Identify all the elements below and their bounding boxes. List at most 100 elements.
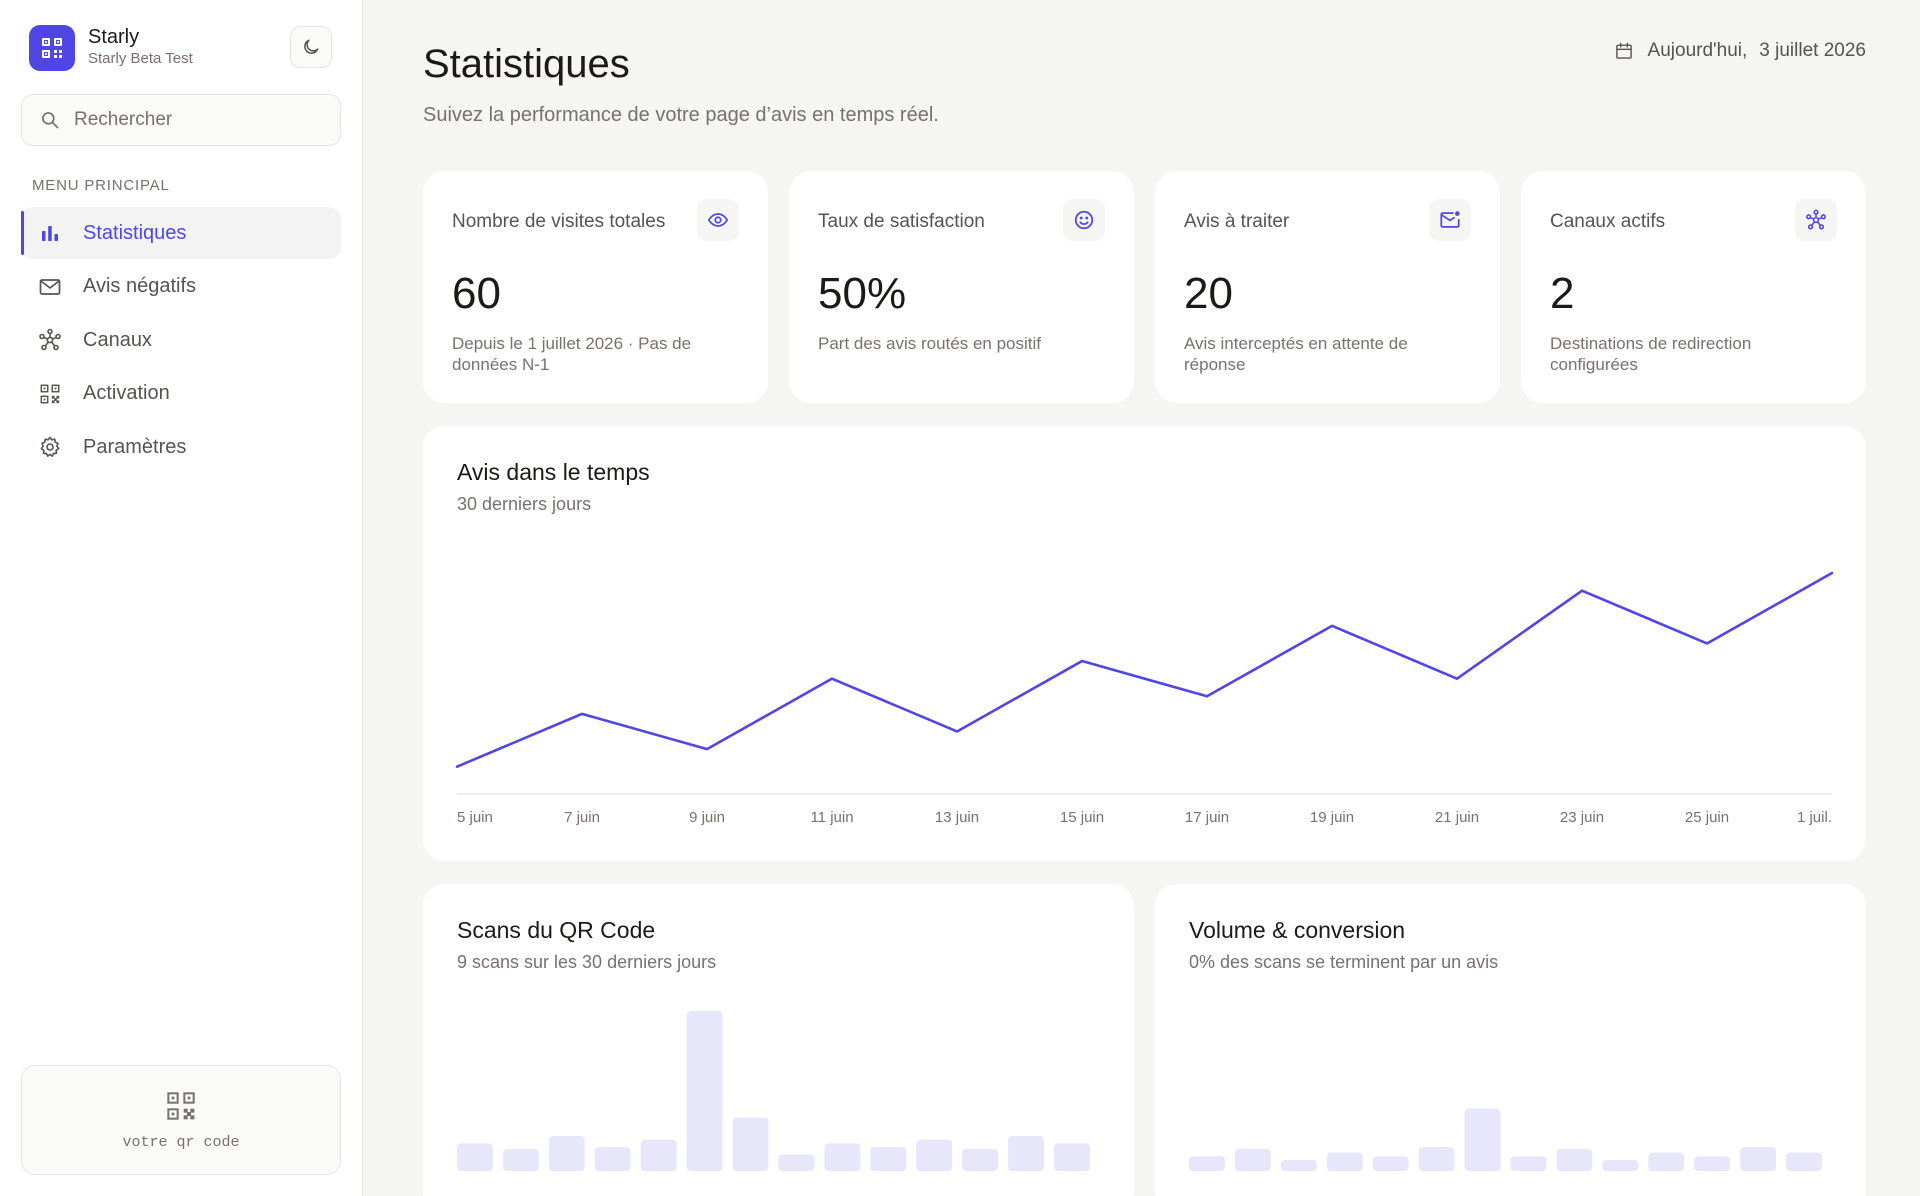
bar[interactable] — [686, 1010, 723, 1171]
smile-icon — [1063, 199, 1105, 241]
bar[interactable] — [962, 1148, 999, 1171]
bar[interactable] — [1189, 1156, 1225, 1171]
chart-title: Scans du QR Code — [457, 917, 656, 943]
kpi-description: Depuis le 1 juillet 2026 · Pas de donnée… — [452, 334, 692, 374]
qr-scans-card: Scans du QR Code 9 scans sur les 30 dern… — [423, 884, 1134, 1196]
bar[interactable] — [1786, 1152, 1822, 1171]
sidebar-nav: Statistiques Avis négatifs Canaux Activa… — [21, 207, 341, 475]
x-tick-label: 19 juin — [1310, 809, 1354, 826]
qr-code-card[interactable]: votre qr code — [21, 1065, 341, 1175]
x-tick-label: 7 juin — [564, 809, 600, 826]
sidebar-item-activation[interactable]: Activation — [21, 368, 341, 420]
kpi-description: Part des avis routés en positif — [818, 334, 1042, 353]
bar[interactable] — [732, 1117, 769, 1171]
line-chart-card: Avis dans le temps 30 derniers jours 5 j… — [423, 426, 1866, 861]
bar[interactable] — [1280, 1159, 1317, 1171]
bar[interactable] — [870, 1147, 907, 1171]
series-line — [455, 571, 1834, 768]
workspace-name: Starly Beta Test — [88, 50, 193, 67]
kpi-value: 60 — [452, 269, 501, 318]
sidebar-item-statistiques[interactable]: Statistiques — [21, 207, 341, 259]
bar[interactable] — [1008, 1136, 1044, 1171]
bar[interactable] — [1464, 1108, 1501, 1171]
bar[interactable] — [457, 1143, 493, 1171]
qr-code-icon — [167, 1091, 195, 1120]
kpi-value: 2 — [1550, 269, 1575, 318]
bar[interactable] — [1602, 1159, 1639, 1171]
qr-code-icon — [42, 38, 62, 58]
kpi-card-pending: Avis à traiter 20 Avis interceptés en at… — [1155, 171, 1500, 403]
x-tick-label: 15 juin — [1060, 809, 1104, 826]
date-display: Aujourd'hui, 3 juillet 2026 — [1614, 40, 1866, 62]
kpi-label: Taux de satisfaction — [818, 211, 985, 232]
menu-section-label: MENU PRINCIPAL — [32, 177, 170, 194]
kpi-label: Avis à traiter — [1184, 211, 1290, 232]
qr-code-icon — [37, 381, 63, 407]
search-icon — [42, 112, 59, 129]
kpi-card-satisfaction: Taux de satisfaction 50% Part des avis r… — [789, 171, 1134, 403]
kpi-label: Nombre de visites totales — [452, 211, 666, 232]
bar[interactable] — [1372, 1156, 1409, 1171]
bar[interactable] — [824, 1143, 861, 1171]
chart-subtitle: 30 derniers jours — [457, 494, 592, 514]
sidebar: Starly Starly Beta Test MENU PRINCIPAL S… — [0, 0, 363, 1196]
app-name: Starly — [88, 26, 140, 48]
x-tick-label: 13 juin — [935, 809, 979, 826]
search-box[interactable] — [21, 94, 341, 146]
x-tick-label: 1 juil. — [1797, 809, 1832, 826]
date-prefix: Aujourd'hui, — [1647, 40, 1748, 61]
sidebar-item-avis-negatifs[interactable]: Avis négatifs — [21, 261, 341, 313]
date-value: 3 juillet 2026 — [1759, 40, 1866, 61]
x-tick-label: 11 juin — [810, 809, 853, 826]
eye-icon — [697, 199, 739, 241]
bar[interactable] — [1740, 1147, 1776, 1171]
kpi-value: 20 — [1184, 269, 1233, 318]
bar[interactable] — [1556, 1148, 1593, 1171]
sidebar-item-label: Canaux — [83, 328, 152, 351]
x-tick-label: 5 juin — [457, 809, 493, 826]
x-tick-label: 17 juin — [1185, 809, 1229, 826]
bar[interactable] — [1234, 1148, 1271, 1171]
bar[interactable] — [1694, 1156, 1731, 1171]
moon-icon — [304, 39, 319, 54]
page-subtitle: Suivez la performance de votre page d’av… — [423, 104, 939, 126]
bar[interactable] — [548, 1136, 585, 1171]
theme-toggle-button[interactable] — [290, 26, 332, 68]
bar-chart-icon — [37, 220, 63, 246]
app-logo[interactable] — [29, 25, 75, 71]
bar[interactable] — [778, 1154, 815, 1171]
kpi-value: 50% — [818, 269, 907, 318]
bar[interactable] — [1054, 1143, 1090, 1171]
sidebar-item-canaux[interactable]: Canaux — [21, 314, 341, 366]
bar[interactable] — [1418, 1147, 1455, 1171]
kpi-card-channels: Canaux actifs 2 Destinations de redirect… — [1521, 171, 1866, 403]
sidebar-item-parametres[interactable]: Paramètres — [21, 421, 341, 473]
bar[interactable] — [1510, 1156, 1547, 1171]
volume-conversion-bar-chart — [1189, 1108, 1822, 1171]
qr-code-label: votre qr code — [122, 1133, 240, 1151]
qr-scans-bar-chart — [457, 1010, 1090, 1171]
line-chart: 5 juin 7 juin 9 juin 11 juin 13 juin 15 juin 1… — [455, 571, 1834, 826]
kpi-label: Canaux actifs — [1550, 211, 1666, 232]
bar[interactable] — [916, 1139, 953, 1171]
bar[interactable] — [1326, 1152, 1363, 1171]
kpi-card-visits: Nombre de visites totales 60 Depuis le 1… — [423, 171, 768, 403]
search-input[interactable] — [74, 109, 314, 131]
x-tick-label: 21 juin — [1435, 809, 1479, 826]
bar[interactable] — [1648, 1152, 1685, 1171]
calendar-icon — [1615, 42, 1632, 59]
kpi-description: Avis interceptés en attente de réponse — [1184, 334, 1408, 374]
bar[interactable] — [502, 1148, 539, 1171]
volume-conversion-card: Volume & conversion 0% des scans se term… — [1155, 884, 1866, 1196]
x-tick-label: 23 juin — [1560, 809, 1604, 826]
sidebar-item-label: Statistiques — [83, 221, 187, 244]
bar[interactable] — [594, 1147, 631, 1171]
gear-icon — [37, 434, 63, 460]
page-title: Statistiques — [423, 42, 630, 86]
sidebar-item-label: Paramètres — [83, 435, 187, 458]
chart-title: Avis dans le temps — [457, 459, 650, 485]
sidebar-item-label: Avis négatifs — [83, 275, 197, 297]
chart-subtitle: 0% des scans se terminent par un avis — [1189, 952, 1499, 972]
bar[interactable] — [640, 1139, 677, 1171]
network-icon — [37, 327, 63, 353]
